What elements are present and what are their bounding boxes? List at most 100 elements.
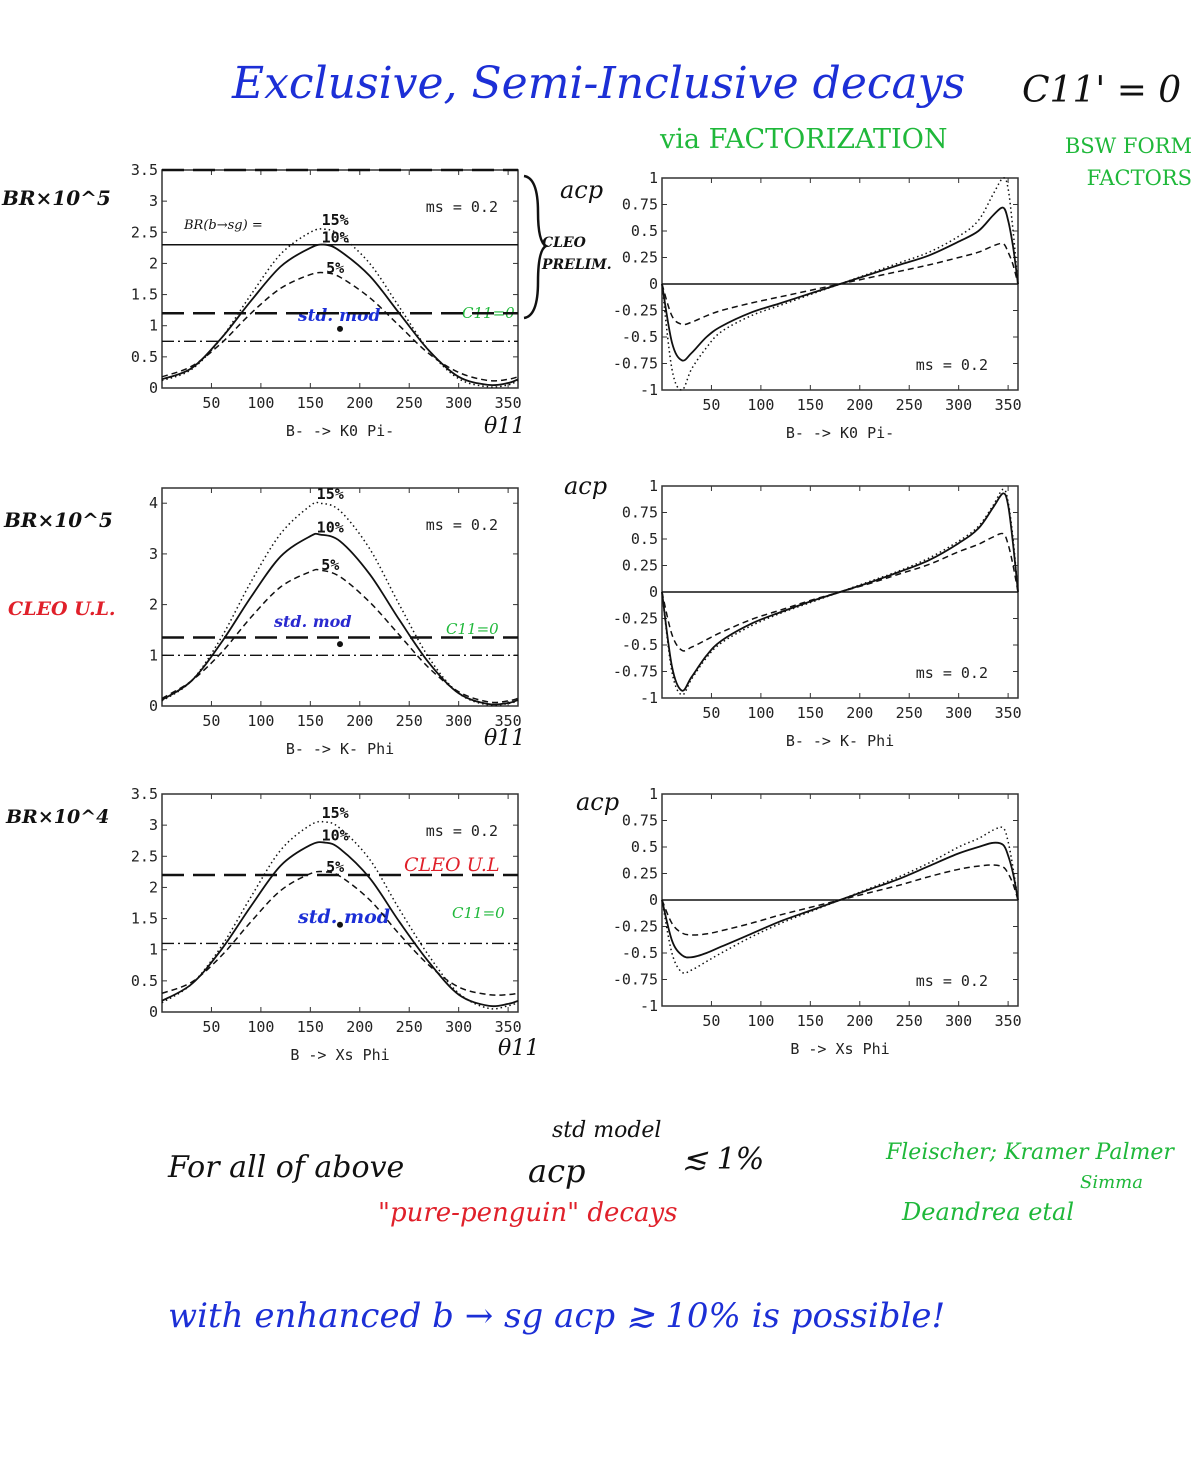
x-tick-label: 300 (445, 394, 472, 412)
plot-frame (161, 793, 519, 1013)
bottom-refs2: Simma (1080, 1172, 1143, 1193)
x-axis-label: B- -> K- Phi (286, 740, 394, 758)
x-tick-label: 350 (495, 712, 522, 730)
x-tick-label: 250 (396, 1018, 423, 1036)
x-tick-label: 50 (202, 712, 220, 730)
series-line-10% (161, 532, 519, 706)
curve-label: 10% (322, 827, 349, 845)
plot-frame (161, 487, 519, 707)
y-tick-label: -1 (640, 381, 658, 399)
note-cleo-prelim: CLEO PRELIM. (542, 232, 622, 276)
x-tick-label: 250 (896, 704, 923, 722)
x-tick-label: 200 (346, 394, 373, 412)
y-tick-label: 3 (149, 545, 158, 563)
note-std-mod-2: std. mod (274, 612, 352, 631)
y-tick-label: 0.25 (622, 865, 658, 883)
y-tick-label: 1.5 (131, 910, 158, 928)
theta-label-2: θ11 (484, 726, 526, 751)
x-tick-label: 350 (995, 1012, 1022, 1030)
bottom-pure-penguin: "pure-penguin" decays (378, 1198, 678, 1228)
x-tick-label: 250 (896, 396, 923, 414)
note-c11-3: C11=0 (452, 904, 505, 922)
curve-label: 5% (326, 858, 344, 876)
series-line-10% (161, 841, 519, 1008)
y-tick-label: -1 (640, 997, 658, 1015)
y-tick-label: 0.5 (131, 348, 158, 366)
x-axis-label: B- -> K0 Pi- (286, 422, 394, 440)
ylabel-br-2: BR×10^5 (4, 508, 113, 532)
x-tick-label: 100 (747, 704, 774, 722)
x-tick-label: 50 (202, 394, 220, 412)
x-tick-label: 100 (247, 394, 274, 412)
acp-label-2: acp (564, 472, 608, 500)
ms-annotation: ms = 0.2 (426, 198, 498, 216)
y-tick-label: 1 (149, 317, 158, 335)
note-cleo-prelim-text: CLEO PRELIM. (542, 235, 612, 273)
series-line-15% (161, 820, 519, 1010)
ms-annotation: ms = 0.2 (916, 356, 988, 374)
y-tick-label: 1 (649, 169, 658, 187)
x-axis-label: B -> Xs Phi (790, 1040, 889, 1058)
x-tick-label: 50 (702, 396, 720, 414)
y-tick-label: 0.25 (622, 249, 658, 267)
x-tick-label: 350 (495, 1018, 522, 1036)
x-tick-label: 200 (346, 1018, 373, 1036)
series-line-5% (161, 271, 519, 382)
note-cleo-ul-2: CLEO U.L (404, 854, 500, 876)
y-tick-label: -0.75 (613, 663, 658, 681)
x-tick-label: 300 (445, 712, 472, 730)
note-c11-2: C11=0 (446, 620, 499, 638)
x-tick-label: 150 (797, 704, 824, 722)
y-tick-label: 0 (649, 891, 658, 909)
note-br-bsg: BR(b→sg) = (184, 218, 263, 233)
bottom-refs3: Deandrea etal (902, 1198, 1075, 1226)
x-tick-label: 300 (945, 704, 972, 722)
ms-annotation: ms = 0.2 (426, 516, 498, 534)
bottom-acp: acp (528, 1152, 586, 1190)
y-tick-label: 0.25 (622, 557, 658, 575)
theta-label-1: θ11 (484, 414, 526, 439)
y-tick-label: 0.5 (631, 530, 658, 548)
x-tick-label: 150 (297, 394, 324, 412)
x-tick-label: 200 (346, 712, 373, 730)
y-tick-label: 2.5 (131, 223, 158, 241)
y-tick-label: 1.5 (131, 286, 158, 304)
y-tick-label: 0.5 (131, 972, 158, 990)
x-tick-label: 100 (747, 396, 774, 414)
note-cleo-ul-1: CLEO U.L. (8, 598, 116, 620)
x-tick-label: 300 (945, 396, 972, 414)
series-line-10% (161, 243, 519, 387)
y-tick-label: 0.75 (622, 196, 658, 214)
std-model-point (337, 921, 343, 928)
curve-label: 5% (321, 556, 339, 574)
series-line-5% (661, 532, 1019, 652)
x-tick-label: 100 (747, 1012, 774, 1030)
x-tick-label: 50 (202, 1018, 220, 1036)
series-line-5% (161, 870, 519, 996)
title-condition: C11' = 0 (1022, 70, 1182, 111)
y-tick-label: -0.75 (613, 971, 658, 989)
plot-frame (161, 169, 519, 389)
series-line-10% (661, 206, 1019, 362)
note-std-mod-3: std. mod (298, 906, 391, 928)
y-tick-label: -1 (640, 689, 658, 707)
y-tick-label: 1 (149, 646, 158, 664)
y-tick-label: 3.5 (131, 785, 158, 803)
ylabel-br-3: BR×10^4 (6, 806, 110, 828)
title-method: via FACTORIZATION (660, 124, 948, 155)
y-tick-label: 2 (149, 254, 158, 272)
title-main: Exclusive, Semi-Inclusive decays (232, 58, 966, 109)
y-tick-label: -0.25 (613, 918, 658, 936)
x-tick-label: 300 (945, 1012, 972, 1030)
x-tick-label: 200 (846, 704, 873, 722)
br-xsphi-chart: 0 0.5 1 1.5 2 2.5 3 3.5 50 100 150 200 250 300 350 B ->… (131, 785, 522, 1064)
y-tick-label: 0 (649, 583, 658, 601)
y-tick-label: 4 (149, 494, 158, 512)
x-tick-label: 150 (797, 396, 824, 414)
y-tick-label: 2 (149, 878, 158, 896)
x-tick-label: 200 (846, 1012, 873, 1030)
x-tick-label: 50 (702, 1012, 720, 1030)
curve-label: 15% (322, 211, 349, 229)
